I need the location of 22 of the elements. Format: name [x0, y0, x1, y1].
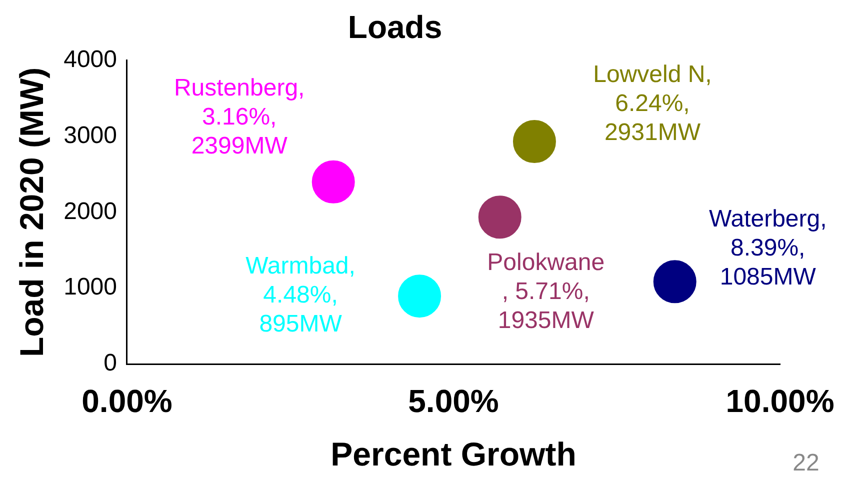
point — [512, 120, 556, 164]
y-tick-label: 2000 — [64, 198, 117, 225]
x-tick-label: 5.00% — [408, 383, 499, 420]
chart-title: Loads — [348, 9, 442, 46]
y-axis-title: Load in 2020 (MW) — [12, 67, 50, 358]
y-tick-label: 1000 — [64, 274, 117, 301]
x-tick-label: 0.00% — [82, 383, 172, 420]
y-tick-label: 3000 — [64, 122, 117, 149]
annotation: Lowveld N, 6.24%, 2931MW — [593, 61, 712, 146]
y-tick-label: 0 — [104, 350, 117, 377]
x-axis-title: Percent Growth — [330, 435, 576, 472]
annotation: Warmbad, 4.48%, 895MW — [246, 252, 356, 338]
point — [478, 196, 522, 239]
annotation: Waterberg, 8.39%, 1085MW — [708, 205, 827, 290]
y-tick-label: 4000 — [64, 46, 117, 74]
annotation: Rustenberg, 3.16%, 2399MW — [174, 74, 305, 160]
annotation: Polokwane , 5.71%, 1935MW — [487, 248, 605, 334]
x-tick-label: 10.00% — [726, 383, 834, 420]
point — [653, 260, 696, 304]
point — [398, 274, 442, 318]
text: 22 — [792, 450, 820, 477]
point — [312, 160, 355, 204]
